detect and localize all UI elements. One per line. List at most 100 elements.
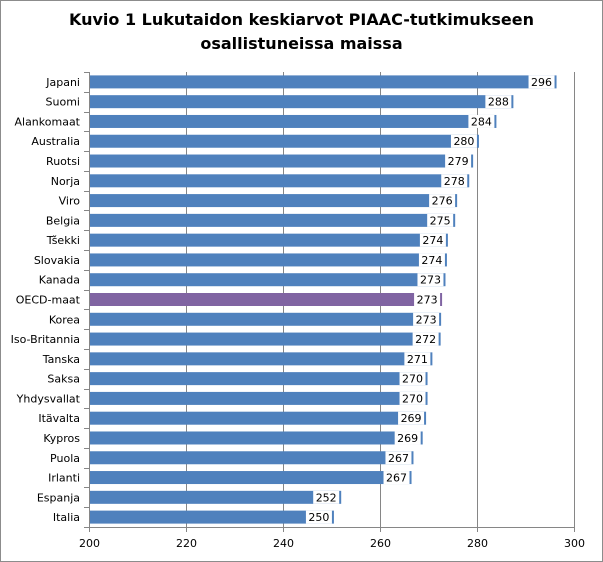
category-label: Viro [59, 195, 81, 208]
value-label: 271 [407, 353, 428, 366]
value-label-background [418, 253, 445, 267]
value-label: 272 [415, 333, 436, 346]
value-label: 279 [448, 155, 469, 168]
bar [89, 114, 497, 128]
value-label-background [399, 372, 426, 386]
bar [89, 431, 423, 445]
category-label: Espanja [37, 491, 80, 504]
category-label: Iso-Britannia [11, 333, 80, 346]
bar [89, 293, 443, 306]
value-label: 284 [471, 115, 492, 128]
bar [89, 451, 414, 465]
value-label-background [313, 490, 340, 504]
bar [89, 194, 458, 208]
category-label: Itävalta [38, 412, 80, 425]
category-label: Slovakia [34, 254, 80, 267]
value-label-background [385, 451, 412, 465]
axes [84, 72, 575, 532]
value-label: 267 [388, 452, 409, 465]
value-label: 280 [453, 135, 474, 148]
value-label-background [427, 213, 454, 227]
value-label-background [305, 510, 332, 524]
value-label: 275 [430, 214, 451, 227]
bar [89, 95, 514, 109]
value-label-background [429, 194, 456, 208]
bar [89, 471, 412, 485]
category-label: Tšekki [46, 234, 80, 247]
bar [89, 233, 448, 247]
bar [89, 510, 334, 524]
value-label-background [413, 312, 440, 326]
value-label-background [485, 95, 512, 109]
bar [89, 174, 470, 188]
value-label: 252 [316, 491, 337, 504]
category-label: Japani [45, 76, 80, 89]
category-labels: Japani Suomi Alankomaat Australia Ruotsi Norj… [11, 76, 81, 524]
category-label: Alankomaat [14, 115, 80, 128]
x-tick-label: 240 [273, 537, 294, 550]
category-label: Italia [53, 511, 80, 524]
bar [89, 154, 474, 168]
category-label: Kanada [39, 274, 80, 287]
value-label-background [398, 411, 425, 425]
chart-title-line-1: Kuvio 1 Lukutaidon keskiarvot PIAAC-tutk… [68, 10, 534, 29]
value-label: 288 [488, 96, 509, 109]
bar [89, 391, 428, 405]
bar [89, 253, 447, 267]
bar [89, 134, 479, 148]
value-label: 276 [432, 195, 453, 208]
x-tick-label: 280 [467, 537, 488, 550]
category-label: Yhdysvallat [16, 392, 81, 405]
category-label: Irlanti [48, 472, 80, 485]
value-label-background [450, 134, 477, 148]
x-tick-label: 260 [370, 537, 391, 550]
category-label: Saksa [47, 373, 80, 386]
bar [89, 75, 557, 89]
value-label: 273 [416, 313, 437, 326]
value-label-background [528, 75, 555, 89]
bar [89, 372, 428, 386]
category-label: Kypros [43, 432, 80, 445]
value-label-background [468, 114, 495, 128]
value-label: 270 [402, 373, 423, 386]
value-label-background [399, 391, 426, 405]
value-label: 273 [420, 274, 441, 287]
chart-title-line-2: osallistuneissa maissa [200, 34, 403, 53]
bar [89, 411, 427, 425]
bar [89, 213, 456, 227]
x-tick-labels: 200 220 240 260 280 300 [79, 537, 585, 550]
value-label: 267 [386, 472, 407, 485]
value-label: 269 [397, 432, 418, 445]
value-label-background [419, 233, 446, 247]
value-label-background [414, 293, 441, 306]
x-tick-label: 300 [564, 537, 585, 550]
x-tick-label: 200 [79, 537, 100, 550]
value-label-background [417, 273, 444, 287]
value-label: 274 [421, 254, 442, 267]
category-label: Suomi [46, 96, 80, 109]
value-label-background [404, 352, 431, 366]
value-label-background [383, 471, 410, 485]
x-tick-label: 220 [176, 537, 197, 550]
value-labels: 296 288 284 280 279 278 276 275 274 274 273 273 273 2… [305, 75, 555, 524]
value-label-background [394, 431, 421, 445]
category-label: Puola [50, 452, 80, 465]
value-label: 296 [531, 76, 552, 89]
value-label: 269 [401, 412, 422, 425]
bar [89, 352, 433, 366]
category-label: Korea [49, 313, 80, 326]
category-label: Norja [51, 175, 80, 188]
value-label-background [412, 332, 439, 346]
bar [89, 312, 442, 326]
category-label: Belgia [46, 214, 80, 227]
value-label: 270 [402, 392, 423, 405]
bar [89, 490, 342, 504]
value-label-background [445, 154, 472, 168]
category-label: Tanska [42, 353, 80, 366]
value-label: 250 [308, 511, 329, 524]
value-label-background [441, 174, 468, 188]
value-label: 278 [444, 175, 465, 188]
category-label: Ruotsi [46, 155, 80, 168]
bars [89, 75, 557, 524]
